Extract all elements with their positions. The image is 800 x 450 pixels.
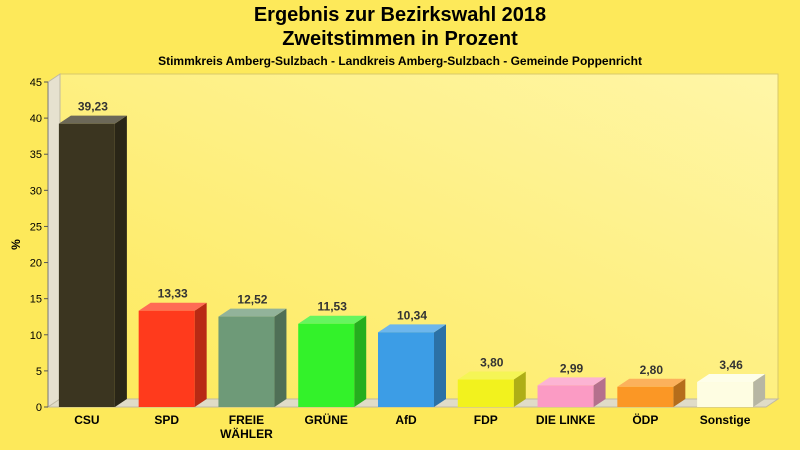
bar-afd bbox=[378, 324, 446, 407]
bar-front bbox=[298, 323, 355, 407]
bar-top bbox=[697, 374, 766, 383]
y-axis-label: % bbox=[9, 239, 23, 250]
y-tick-label: 15 bbox=[30, 294, 42, 306]
bar-front bbox=[697, 382, 754, 407]
bar-value-label: 2,99 bbox=[560, 361, 584, 375]
y-tick-label: 25 bbox=[30, 221, 42, 233]
bar-top bbox=[537, 377, 606, 386]
bar-side bbox=[753, 374, 766, 407]
bar-front bbox=[58, 123, 115, 407]
x-category-label: ÖDP bbox=[632, 412, 658, 427]
chart-subtitle: Stimmkreis Amberg-Sulzbach - Landkreis A… bbox=[158, 54, 642, 68]
x-category-label: CSU bbox=[74, 413, 99, 427]
bar-value-label: 12,52 bbox=[237, 293, 267, 307]
bar-fdp bbox=[457, 371, 526, 407]
x-category-label: DIE LINKE bbox=[536, 413, 595, 427]
bar-csu bbox=[58, 115, 127, 407]
bar-spd bbox=[138, 302, 207, 407]
bar-front bbox=[537, 385, 594, 407]
y-tick-label: 5 bbox=[36, 366, 42, 378]
y-tick-label: 10 bbox=[30, 330, 42, 342]
y-tick-label: 40 bbox=[30, 113, 42, 125]
bar-top bbox=[58, 115, 127, 124]
bar-top bbox=[218, 308, 287, 317]
bar-sonstige bbox=[697, 374, 766, 407]
bar-front bbox=[617, 386, 674, 407]
bar-side bbox=[194, 302, 207, 407]
bar-value-label: 39,23 bbox=[78, 100, 108, 114]
bar-top bbox=[457, 371, 526, 380]
bar-side bbox=[274, 308, 287, 407]
plot-side-wall bbox=[47, 73, 61, 408]
bar-value-label: 2,80 bbox=[640, 363, 664, 377]
bar-front bbox=[138, 310, 195, 407]
y-tick-label: 0 bbox=[36, 402, 42, 414]
bar-grüne bbox=[298, 315, 367, 407]
bar-side bbox=[434, 324, 446, 407]
bar-side bbox=[513, 371, 526, 407]
bar-die-linke bbox=[537, 377, 606, 407]
bar-ödp bbox=[617, 378, 686, 407]
bar-top bbox=[617, 378, 686, 387]
bar-freie-wähler bbox=[218, 308, 287, 407]
bar-value-label: 13,33 bbox=[158, 287, 188, 301]
bar-top bbox=[138, 302, 207, 311]
x-category-label: GRÜNE bbox=[305, 412, 348, 427]
x-category-label: WÄHLER bbox=[220, 426, 273, 441]
chart-title: Ergebnis zur Bezirkswahl 2018 bbox=[253, 4, 547, 26]
bar-value-label: 3,46 bbox=[719, 358, 743, 372]
bar-front bbox=[378, 332, 434, 407]
bar-top bbox=[378, 324, 446, 333]
y-tick-label: 30 bbox=[30, 185, 42, 197]
bar-side bbox=[114, 115, 127, 407]
x-category-label: FDP bbox=[474, 413, 498, 427]
bar-value-label: 3,80 bbox=[480, 356, 504, 370]
bar-side bbox=[593, 377, 606, 407]
bar-top bbox=[298, 315, 367, 324]
bar-front bbox=[457, 379, 514, 407]
x-category-label: AfD bbox=[395, 413, 417, 427]
bar-value-label: 10,34 bbox=[397, 308, 427, 322]
x-category-label: FREIE bbox=[229, 413, 264, 427]
x-category-label: Sonstige bbox=[700, 413, 751, 427]
bar-side bbox=[354, 315, 367, 407]
bar-value-label: 11,53 bbox=[318, 300, 348, 314]
y-tick-label: 20 bbox=[30, 258, 42, 270]
y-tick-label: 35 bbox=[30, 149, 42, 161]
bar-side bbox=[673, 378, 686, 407]
chart-title-line-2: Zweitstimmen in Prozent bbox=[282, 28, 518, 50]
x-category-label: SPD bbox=[154, 413, 179, 427]
y-tick-label: 45 bbox=[30, 77, 42, 89]
bar-front bbox=[218, 316, 275, 407]
